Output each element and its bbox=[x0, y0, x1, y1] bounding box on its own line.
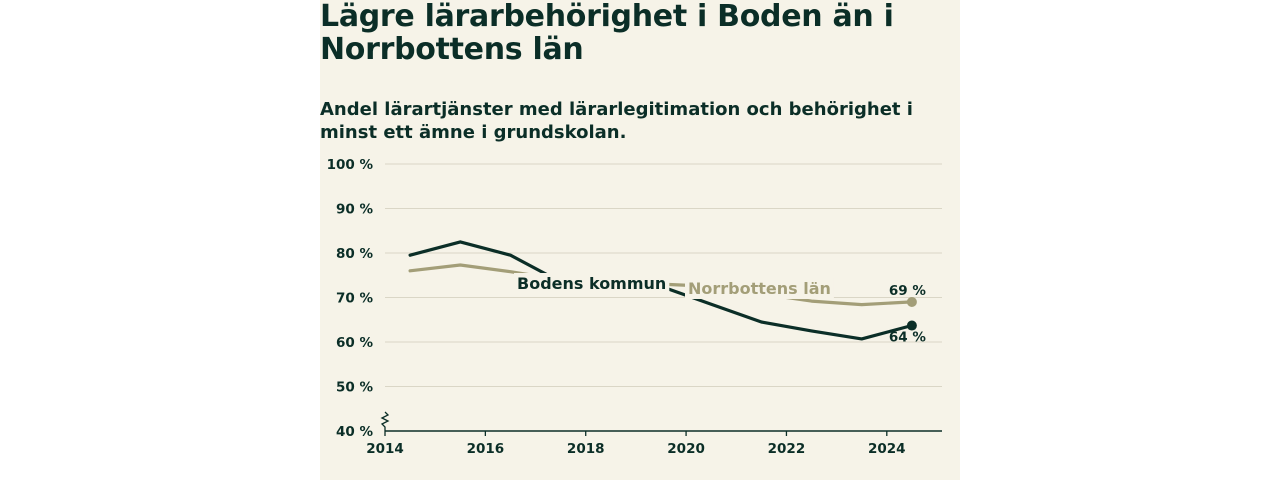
chart-title: Lägre lärarbehörighet i Boden än i Norrb… bbox=[320, 0, 894, 67]
y-tick-label: 70 % bbox=[336, 291, 373, 307]
x-tick-label: 2024 bbox=[868, 441, 906, 457]
x-tick-label: 2014 bbox=[366, 441, 404, 457]
y-tick-label: 60 % bbox=[336, 335, 373, 351]
y-tick-label: 80 % bbox=[336, 246, 373, 262]
series-label-norrbotten-bg bbox=[685, 278, 834, 299]
chart-subtitle: Andel lärartjänster med lärarlegitimatio… bbox=[320, 99, 913, 143]
series-endpoint-boden bbox=[906, 320, 917, 331]
series-label-norrbotten: Norrbottens län bbox=[688, 279, 831, 298]
series-label-boden-bg bbox=[514, 273, 670, 294]
y-tick-label: 100 % bbox=[327, 157, 374, 173]
x-tick-label: 2020 bbox=[667, 441, 705, 457]
line-chart: 40 % 50 % 60 % 70 % 80 % 90 % 100 % 2014 2016 201… bbox=[327, 157, 942, 457]
end-label-boden: 64 % bbox=[889, 330, 926, 346]
chart-card: Lägre lärarbehörighet i Boden än i Norrb… bbox=[320, 0, 960, 480]
x-tick-label: 2016 bbox=[467, 441, 505, 457]
y-tick-label: 90 % bbox=[336, 202, 373, 218]
end-label-norrbotten: 69 % bbox=[889, 283, 926, 299]
y-tick-label: 40 % bbox=[336, 424, 373, 440]
series-endpoint-norrbotten bbox=[906, 296, 917, 307]
x-tick-label: 2018 bbox=[567, 441, 605, 457]
axis-break-icon bbox=[380, 411, 390, 431]
series-label-boden: Bodens kommun bbox=[517, 274, 666, 293]
x-tick-label: 2022 bbox=[768, 441, 806, 457]
y-tick-label: 50 % bbox=[336, 380, 373, 396]
